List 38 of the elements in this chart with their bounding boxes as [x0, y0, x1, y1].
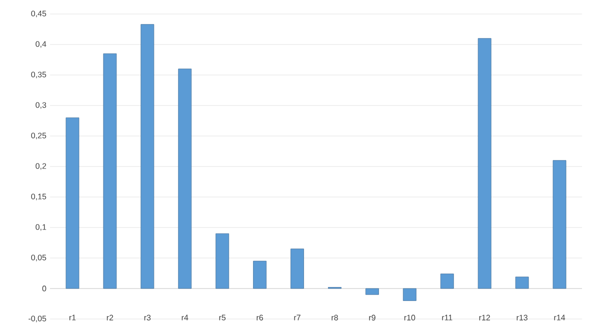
- x-tick-label: r8: [332, 314, 338, 320]
- bar: [515, 276, 529, 289]
- y-tick-label: 0,15: [31, 194, 46, 200]
- bar: [140, 24, 154, 289]
- bar: [290, 248, 304, 289]
- x-tick-label: r7: [294, 314, 300, 320]
- x-tick-label: r3: [144, 314, 151, 320]
- x-tick-label: r14: [554, 314, 566, 320]
- y-tick-label: 0,2: [36, 163, 46, 170]
- bar: [178, 68, 192, 289]
- bar: [103, 53, 117, 289]
- x-tick-label: r2: [106, 314, 114, 320]
- bar: [552, 160, 566, 289]
- y-tick-label: 0,3: [36, 102, 46, 109]
- y-tick-label: -0,05: [28, 316, 46, 322]
- x-tick-label: r13: [516, 314, 528, 320]
- bar: [366, 288, 379, 295]
- x-tick-label: r6: [256, 314, 264, 320]
- y-tick-label: 0,35: [31, 72, 46, 78]
- y-tick-label: 0,4: [36, 41, 46, 48]
- y-tick-label: 0: [42, 286, 46, 292]
- bar: [253, 260, 267, 289]
- x-tick-label: r5: [219, 314, 226, 320]
- bar: [478, 38, 492, 289]
- bar: [216, 233, 230, 289]
- x-tick-label: r10: [404, 314, 416, 320]
- y-tick-label: 0,45: [31, 10, 46, 18]
- y-tick-label: 0,25: [31, 132, 46, 140]
- y-tick-label: 0,05: [31, 254, 46, 262]
- x-tick-label: r11: [442, 314, 452, 320]
- y-tick-label: 0,1: [36, 224, 46, 231]
- bar: [440, 274, 454, 289]
- x-tick-label: r4: [182, 314, 188, 320]
- bar: [402, 288, 416, 301]
- bar: [66, 118, 80, 289]
- x-tick-label: r9: [369, 314, 376, 320]
- x-tick-label: r1: [69, 314, 76, 320]
- x-tick-label: r12: [479, 314, 490, 320]
